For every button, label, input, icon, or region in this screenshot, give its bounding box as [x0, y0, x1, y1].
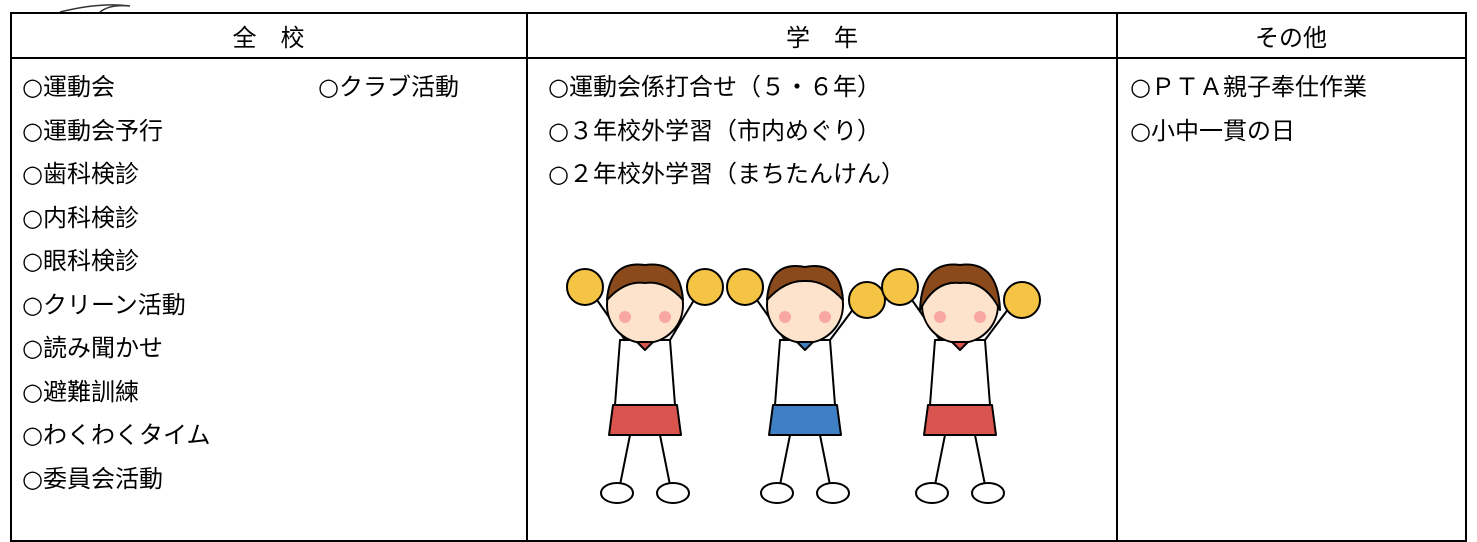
- table-border: [10, 12, 1467, 542]
- list-item: ○ＰＴＡ親子奉仕作業: [1130, 73, 1367, 101]
- list-item: ○委員会活動: [22, 464, 163, 493]
- cheer-illustration: [566, 263, 1041, 504]
- list-item: ○歯科検診: [22, 160, 139, 188]
- list-item: ○眼科検診: [22, 247, 139, 275]
- column-header: その他: [1255, 23, 1327, 52]
- list-item: ○内科検診: [22, 203, 139, 232]
- list-item: ○クリーン活動: [22, 290, 186, 319]
- list-item: ○２年校外学習（まちたんけん）: [548, 160, 905, 188]
- column-header: 全 校: [232, 23, 305, 52]
- column-rule: [1116, 12, 1118, 540]
- list-item: ○小中一貫の日: [1130, 116, 1295, 145]
- list-item: ○運動会: [22, 73, 115, 101]
- list-item: ○読み聞かせ: [22, 334, 163, 362]
- list-item: ○運動会予行: [22, 116, 163, 145]
- list-item: ○クラブ活動: [318, 73, 459, 101]
- list-item: ○３年校外学習（市内めぐり）: [548, 116, 881, 145]
- column-rule: [526, 12, 528, 540]
- decoration: [59, 4, 131, 13]
- column-header: 学 年: [786, 23, 858, 52]
- list-item: ○避難訓練: [22, 377, 139, 406]
- header-rule: [10, 57, 1465, 59]
- list-item: ○わくわくタイム: [22, 421, 211, 449]
- list-item: ○運動会係打合せ（５・６年）: [548, 73, 881, 101]
